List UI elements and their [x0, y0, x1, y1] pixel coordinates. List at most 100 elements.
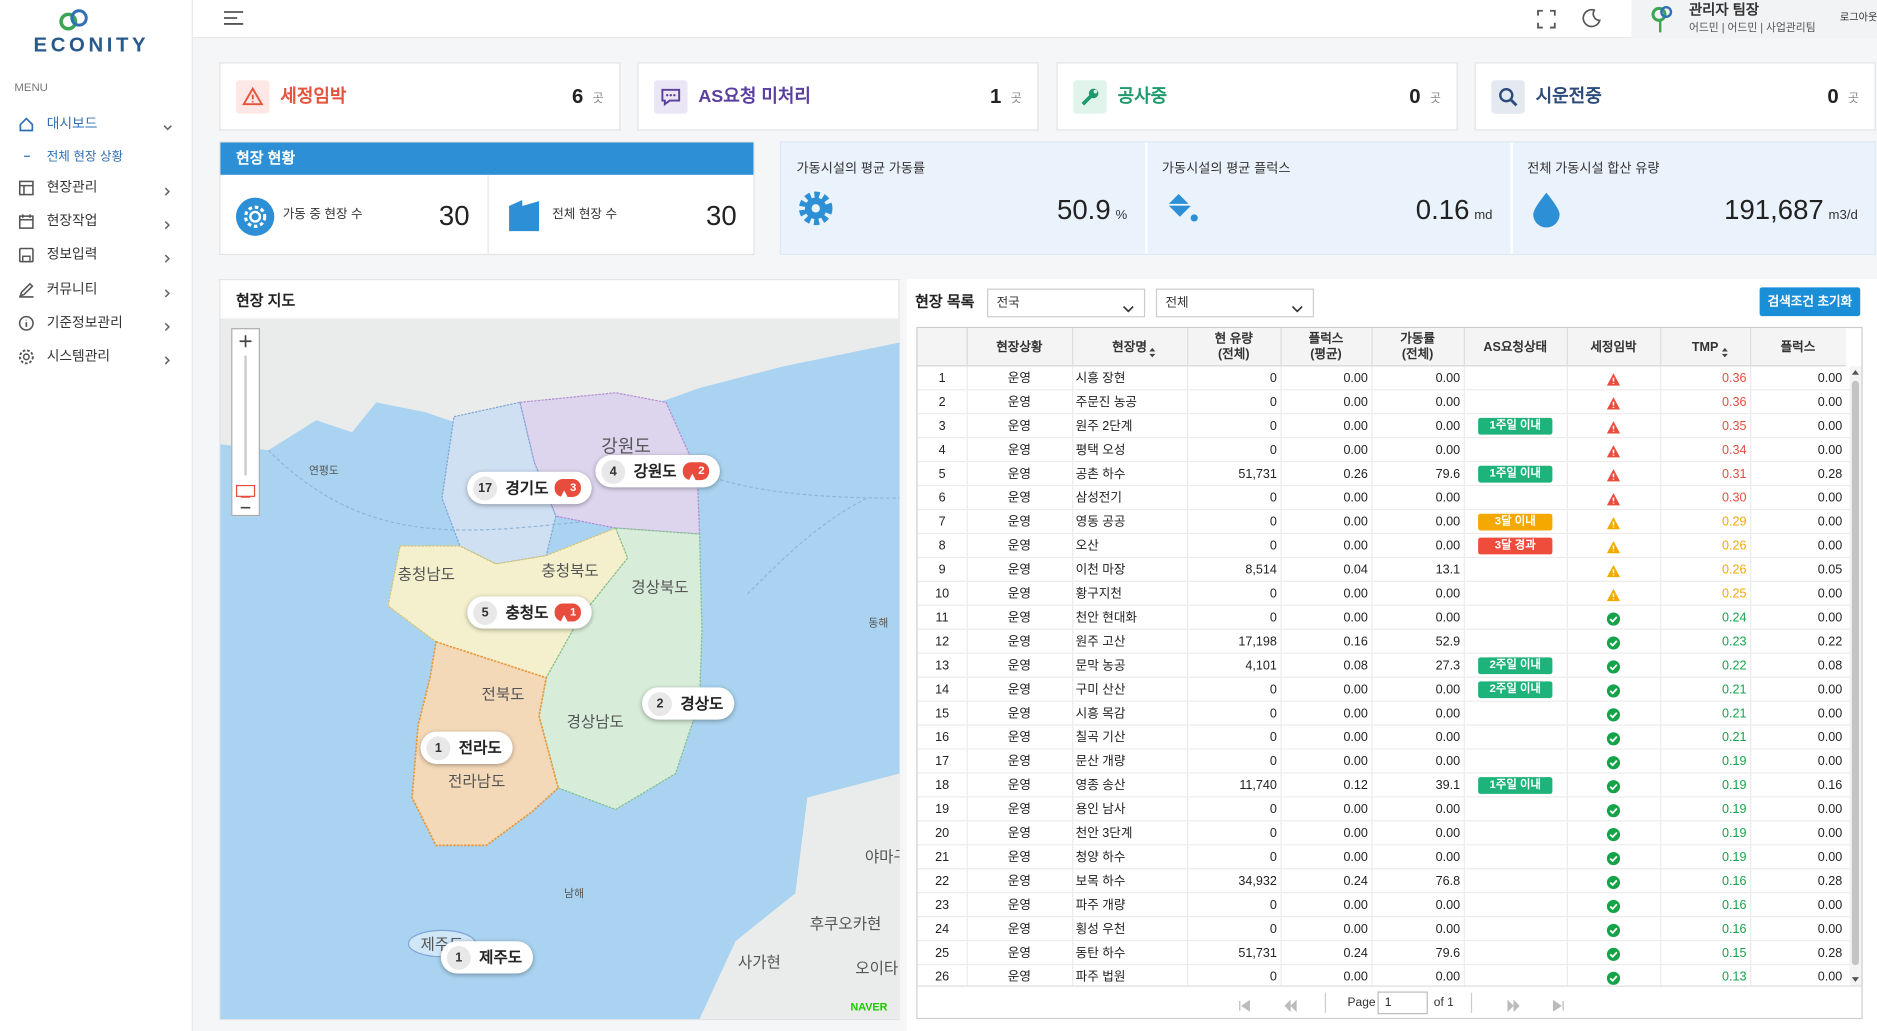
table-row[interactable]: 2운영주문진 농공00.000.000.360.00 [918, 390, 1850, 414]
table-row[interactable]: 16운영칠곡 기산00.000.000.210.00 [918, 726, 1850, 750]
clean-alert-icon [1606, 443, 1620, 457]
marker-count: 5 [473, 601, 497, 625]
page-input[interactable]: 1 [1378, 991, 1428, 1014]
column-header[interactable]: 현장명 [1072, 328, 1187, 366]
table-cell: 운영 [967, 941, 1072, 965]
table-cell: 0.00 [1280, 917, 1371, 941]
card-unit: 곳 [1848, 91, 1859, 108]
marker-alert: 2 [683, 462, 710, 480]
column-header[interactable]: 현 유량(전체) [1187, 328, 1280, 366]
filter-select[interactable]: 전국 [987, 289, 1145, 318]
table-row[interactable]: 13운영문막 농공4,1010.0827.32주일 이내0.220.08 [918, 654, 1850, 678]
column-header[interactable]: 플럭스(평균) [1280, 328, 1371, 366]
table-row[interactable]: 9운영이천 마장8,5140.0413.10.260.05 [918, 558, 1850, 582]
table-cell: 공촌 하수 [1072, 462, 1187, 486]
table-row[interactable]: 17운영문산 개량00.000.000.190.00 [918, 750, 1850, 774]
table-cell: 시흥 목감 [1072, 702, 1187, 726]
table-cell: 0.00 [1372, 486, 1464, 510]
metric-value-box: 191,687m3/d [1724, 194, 1858, 225]
table-row[interactable]: 6운영삼성전기00.000.000.300.00 [918, 486, 1850, 510]
map-marker[interactable]: 5충청도1 [467, 596, 592, 628]
table-row[interactable]: 15운영시흥 목감00.000.000.210.00 [918, 702, 1850, 726]
menu-toggle[interactable] [223, 10, 245, 27]
table-row[interactable]: 25운영동탄 하수51,7310.2479.60.150.28 [918, 941, 1850, 965]
table-cell: 0.00 [1750, 893, 1846, 917]
menu-item[interactable]: 현장관리 [47, 178, 98, 197]
table-cell: 79.6 [1372, 941, 1464, 965]
card-icon [654, 80, 688, 114]
table-cell: 청양 하수 [1072, 845, 1187, 869]
column-header[interactable]: 현장상황 [967, 328, 1072, 366]
menu-item[interactable]: 대시보드 [47, 115, 98, 134]
page-nav[interactable] [1239, 996, 1252, 1008]
menu-item[interactable]: 커뮤니티 [47, 280, 98, 299]
table-row[interactable]: 3운영원주 2단계00.000.001주일 이내0.350.00 [918, 414, 1850, 438]
dark-mode[interactable] [1582, 8, 1601, 27]
submenu-item[interactable]: 전체 현장 상황 [47, 147, 123, 166]
alert-triangle [687, 466, 697, 476]
logout[interactable]: 로그아웃 [1840, 10, 1877, 24]
page-nav[interactable] [1284, 996, 1297, 1008]
table-row[interactable]: 18운영영종 송산11,7400.1239.11주일 이내0.190.16 [918, 774, 1850, 798]
sidebar: ECONITYMENU대시보드현장관리현장작업정보입력커뮤니티기준정보관리시스템… [0, 0, 193, 1031]
table-row[interactable]: 12운영원주 고산17,1980.1652.90.230.22 [918, 630, 1850, 654]
table-row[interactable]: 24운영횡성 우천00.000.000.160.00 [918, 917, 1850, 941]
table-cell: 0.00 [1280, 750, 1371, 774]
page-label: Page [1348, 995, 1376, 1011]
fullscreen[interactable] [1537, 10, 1556, 29]
column-header[interactable]: 세정임박 [1567, 328, 1660, 366]
card-icon [236, 80, 270, 114]
header-text: TMP [1692, 339, 1719, 355]
menu-item[interactable]: 정보입력 [47, 245, 98, 264]
table-cell: 운영 [967, 486, 1072, 510]
column-header[interactable]: 가동률(전체) [1372, 328, 1464, 366]
header-text: 현장명 [1112, 339, 1147, 355]
menu-item[interactable]: 시스템관리 [47, 347, 110, 366]
table-cell: 0.00 [1372, 438, 1464, 462]
scrollbar[interactable] [1849, 366, 1861, 985]
menu-item[interactable]: 기준정보관리 [47, 314, 123, 333]
table-row[interactable]: 26운영파주 법원00.000.000.130.00 [918, 965, 1850, 985]
map-marker[interactable]: 1제주도 [441, 941, 533, 973]
filter-select[interactable]: 전체 [1156, 289, 1314, 318]
table-row[interactable]: 7운영영동 공공00.000.003달 이내0.290.00 [918, 510, 1850, 534]
table-row[interactable]: 21운영청양 하수00.000.000.190.00 [918, 845, 1850, 869]
table-cell: 0.21 [1660, 702, 1750, 726]
marker-name: 충청도 [505, 603, 548, 622]
map-marker[interactable]: 4강원도2 [595, 455, 720, 487]
map-marker[interactable]: 1전라도 [420, 732, 512, 764]
zoom-out[interactable] [238, 499, 252, 513]
column-header[interactable]: TMP [1660, 328, 1750, 366]
zoom-handle[interactable] [236, 485, 255, 497]
table-row[interactable]: 22운영보목 하수34,9320.2476.80.160.28 [918, 869, 1850, 893]
map-marker[interactable]: 2경상도 [642, 687, 734, 719]
table-cell: 0.00 [1372, 821, 1464, 845]
page-nav[interactable] [1507, 996, 1520, 1008]
reset-button[interactable]: 검색조건 초기화 [1760, 287, 1861, 316]
menu-item[interactable]: 현장작업 [47, 212, 98, 231]
table-row[interactable]: 20운영천안 3단계00.000.000.190.00 [918, 821, 1850, 845]
clean-alert-icon [1606, 587, 1620, 601]
panel-header [220, 142, 753, 174]
table-row[interactable]: 10운영황구지천00.000.000.250.00 [918, 582, 1850, 606]
table-row[interactable]: 23운영파주 개량00.000.000.160.00 [918, 893, 1850, 917]
column-header[interactable]: 플럭스 [1750, 328, 1846, 366]
table-cell: 운영 [967, 869, 1072, 893]
table-cell: 운영 [967, 366, 1072, 390]
page-nav[interactable] [1552, 996, 1565, 1008]
table-row[interactable]: 4운영평택 오성00.000.000.340.00 [918, 438, 1850, 462]
table-row[interactable]: 19운영용인 남사00.000.000.190.00 [918, 797, 1850, 821]
zoom-in[interactable] [238, 333, 252, 347]
table-row[interactable]: 11운영천안 현대화00.000.000.240.00 [918, 606, 1850, 630]
table-row[interactable]: 14운영구미 산산00.000.002주일 이내0.210.00 [918, 678, 1850, 702]
divider [488, 175, 489, 254]
table-cell: 0.00 [1280, 414, 1371, 438]
header: 관리자 팀장어드민 | 어드민 | 사업관리팀로그아웃 [193, 0, 1877, 38]
map-marker[interactable]: 17경기도3 [467, 472, 592, 504]
table-cell: 0 [1187, 726, 1280, 750]
column-header[interactable]: AS요청상태 [1464, 328, 1567, 366]
table-row[interactable]: 8운영오산00.000.003달 경과0.260.00 [918, 534, 1850, 558]
table-row[interactable]: 5운영공촌 하수51,7310.2679.61주일 이내0.310.28 [918, 462, 1850, 486]
page-separator [1325, 993, 1326, 1013]
table-row[interactable]: 1운영시흥 장현00.000.000.360.00 [918, 366, 1850, 390]
